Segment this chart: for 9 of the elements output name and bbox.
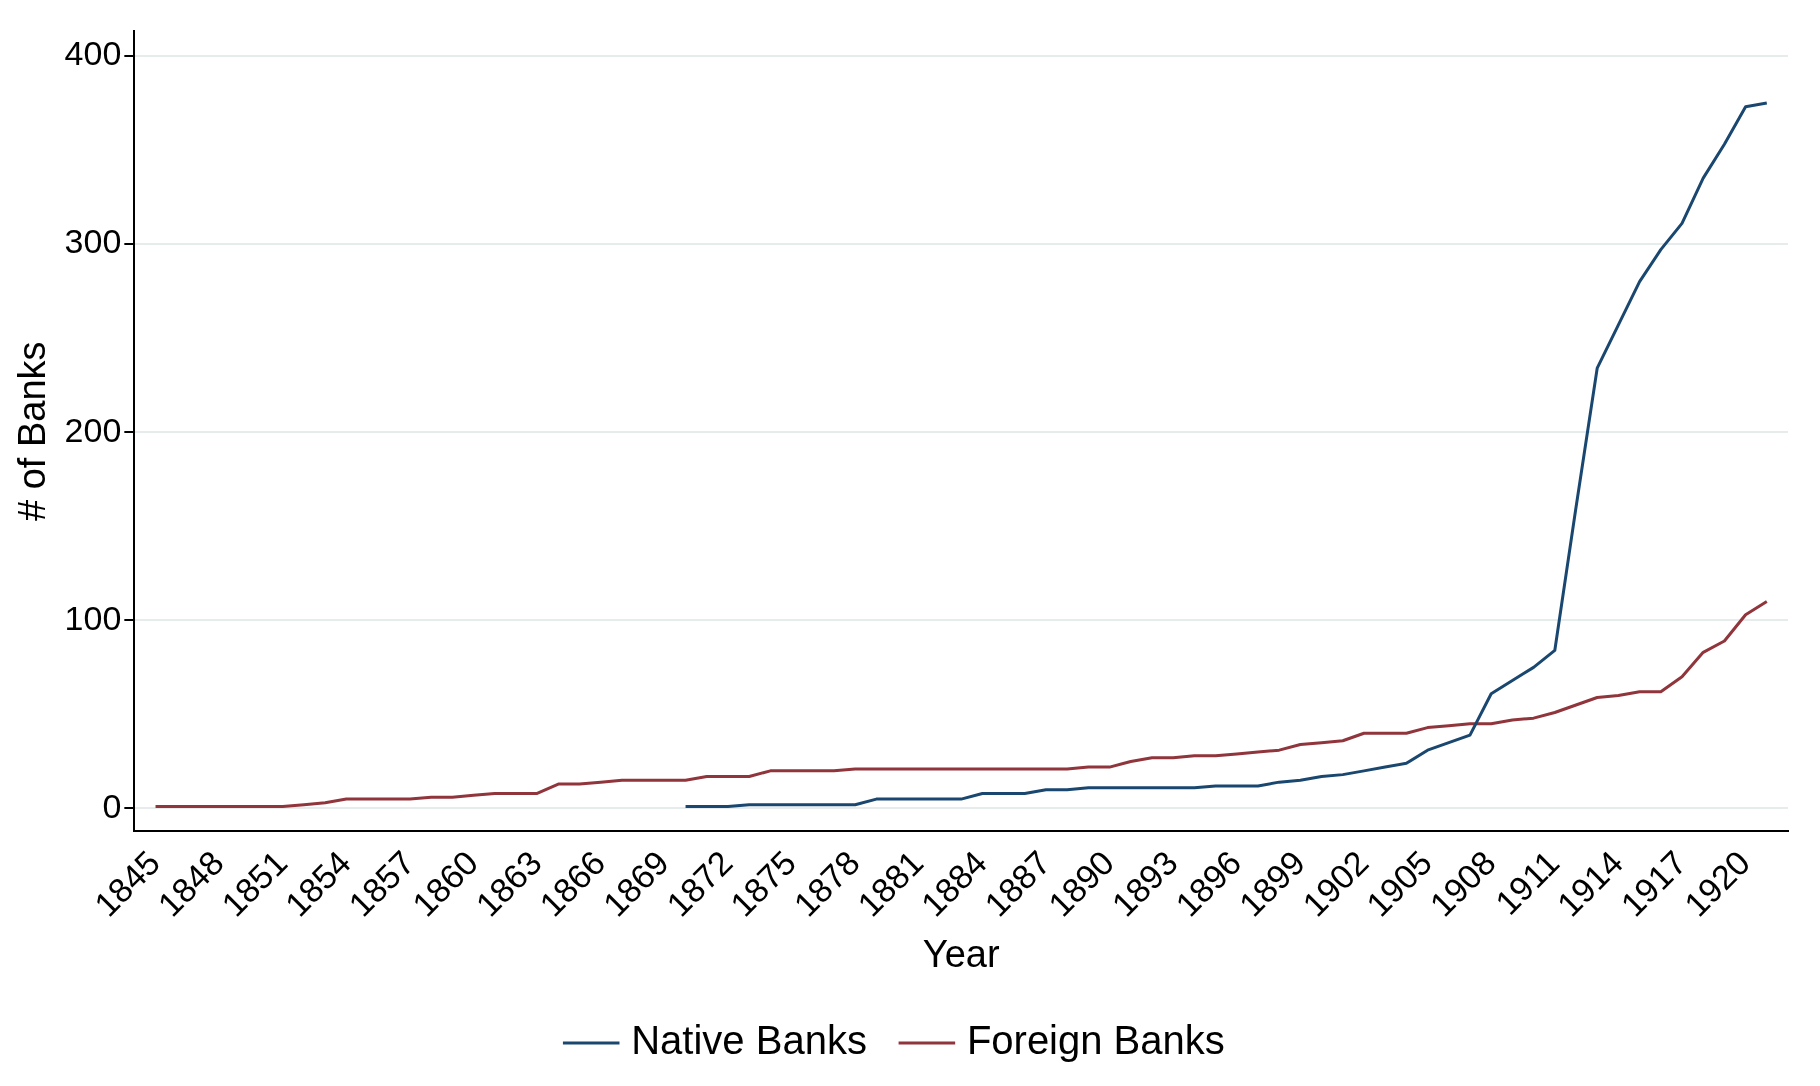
y-tick-label: 0: [102, 786, 122, 825]
y-tick-label: 400: [64, 34, 122, 73]
x-axis-title: Year: [922, 932, 1000, 975]
legend-label: Native Banks: [631, 1018, 867, 1063]
y-tick-label: 300: [64, 222, 122, 261]
y-tick-label: 200: [64, 410, 122, 449]
y-tick-label: 100: [64, 598, 122, 637]
y-axis-title: # of Banks: [11, 341, 54, 522]
legend-label: Foreign Banks: [966, 1018, 1225, 1063]
